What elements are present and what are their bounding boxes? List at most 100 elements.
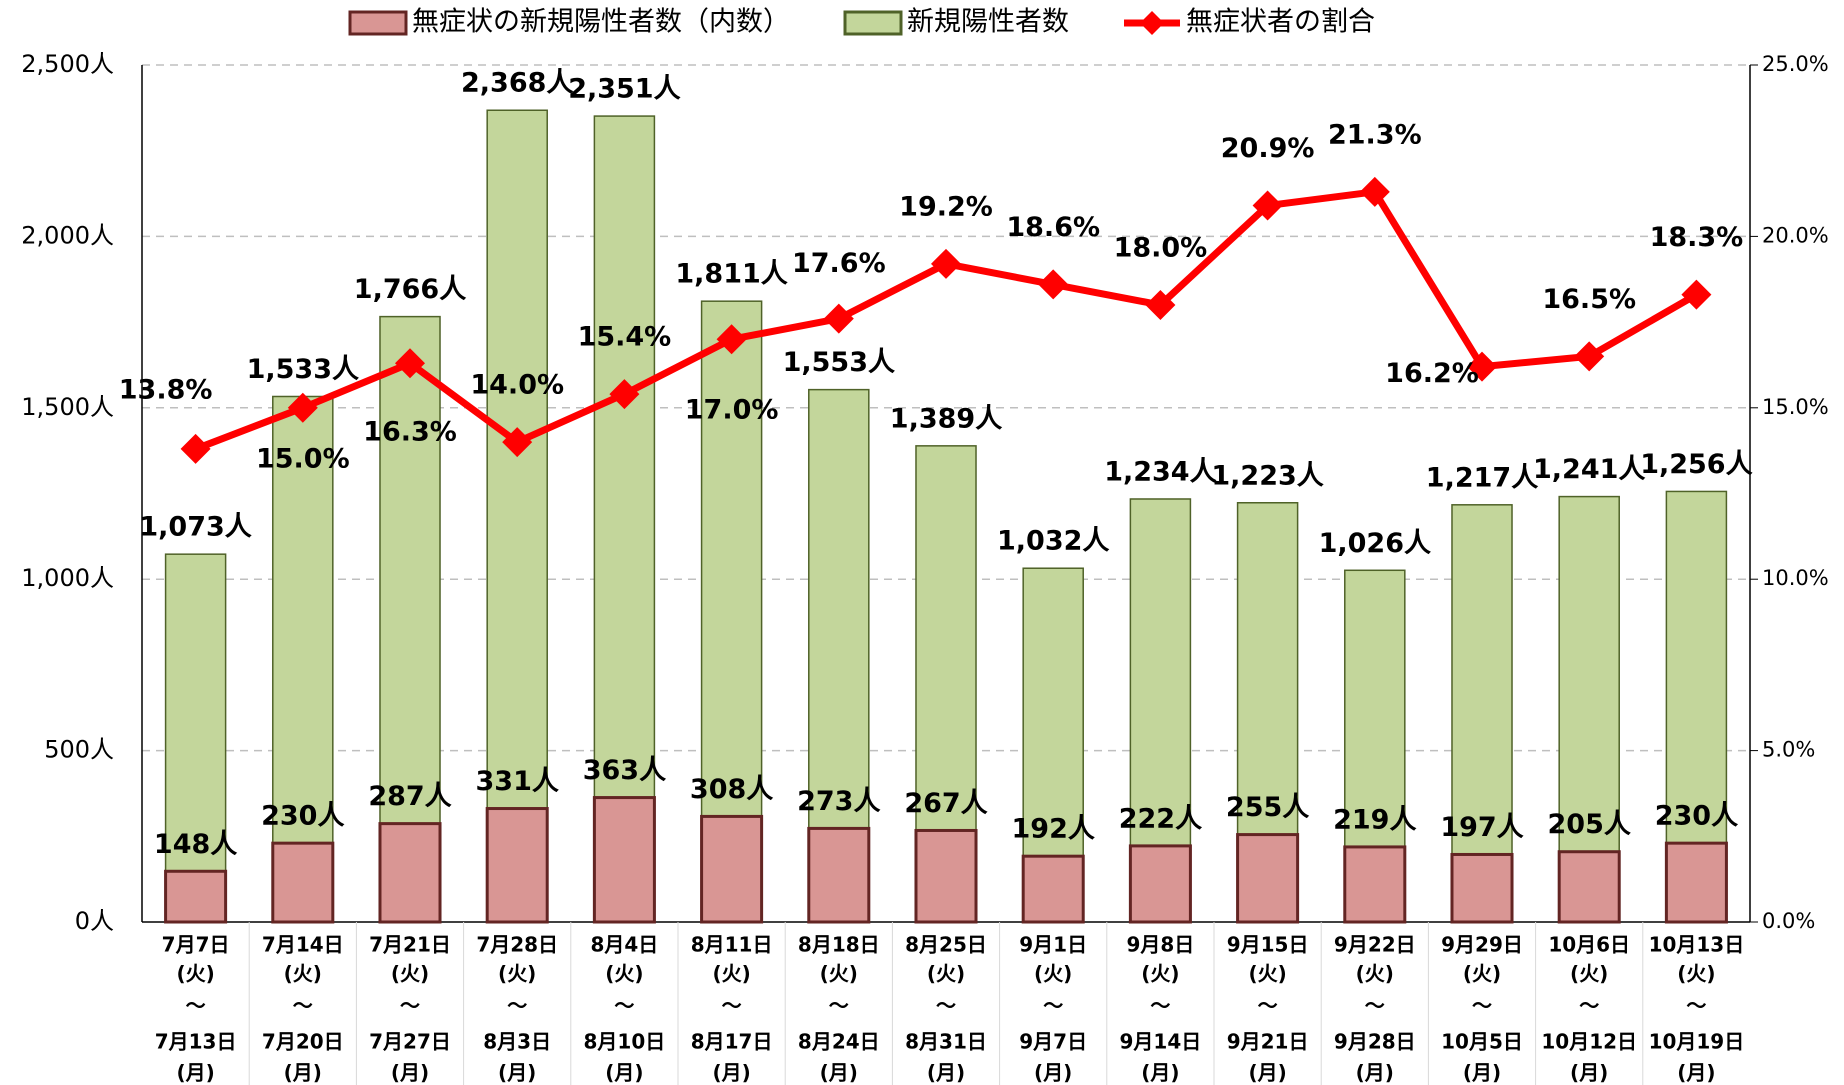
x-tick-label: 8月3日 — [483, 1030, 551, 1054]
x-tick-label: 10月6日 — [1548, 933, 1630, 957]
data-label: 197人 — [1440, 812, 1523, 843]
y-tick-label: 1,000人 — [21, 564, 114, 592]
bar — [1557, 850, 1621, 924]
data-label: 20.9% — [1221, 133, 1315, 164]
legend-swatch — [348, 10, 408, 36]
data-label: 18.0% — [1114, 232, 1208, 263]
x-tick-label: 8月17日 — [691, 1030, 773, 1054]
x-tick-label: 7月28日 — [476, 933, 558, 957]
bar — [486, 109, 548, 923]
x-tick-label: 8月4日 — [590, 933, 658, 957]
data-label: 18.6% — [1006, 212, 1100, 243]
bar — [1451, 504, 1513, 923]
x-tick-label: (月) — [1570, 1061, 1608, 1085]
x-tick-label: (月) — [820, 1061, 858, 1085]
marker — [1574, 341, 1605, 372]
data-label: 267人 — [904, 788, 987, 819]
data-label: 1,032人 — [997, 526, 1109, 557]
legend-swatch — [843, 10, 903, 36]
x-tick-label: (火) — [927, 962, 965, 986]
x-tick-label: (月) — [1677, 1061, 1715, 1085]
data-label: 287人 — [368, 781, 451, 812]
data-label: 21.3% — [1328, 119, 1422, 150]
data-label: 2,368人 — [461, 68, 573, 99]
data-label: 1,553人 — [783, 347, 895, 378]
y-tick-label: 0人 — [75, 907, 114, 935]
x-tick-label: (月) — [1248, 1061, 1286, 1085]
bar — [1343, 845, 1407, 924]
x-tick-label: (火) — [391, 962, 429, 986]
bar — [485, 807, 549, 924]
marker — [1038, 269, 1069, 300]
x-tick-label: 7月13日 — [155, 1030, 237, 1054]
bar — [1021, 854, 1085, 924]
data-label: 15.4% — [578, 322, 672, 353]
x-tick-label: (月) — [284, 1061, 322, 1085]
x-tick-label: (月) — [1034, 1061, 1072, 1085]
x-tick-label: 8月10日 — [584, 1030, 666, 1054]
x-tick-label: ～ — [1043, 994, 1063, 1018]
data-label: 16.3% — [363, 417, 457, 448]
data-label: 192人 — [1012, 814, 1095, 845]
x-tick-label: 9月7日 — [1019, 1030, 1087, 1054]
data-label: 331人 — [476, 766, 559, 797]
data-label: 16.5% — [1542, 284, 1636, 315]
x-tick-label: (火) — [1034, 962, 1072, 986]
x-tick-label: (月) — [1463, 1061, 1501, 1085]
data-label: 205人 — [1548, 809, 1631, 840]
x-tick-label: ～ — [1472, 994, 1492, 1018]
x-tick-label: ～ — [1150, 994, 1170, 1018]
x-tick-label: (火) — [605, 962, 643, 986]
data-label: 1,073人 — [139, 512, 251, 543]
marker — [931, 248, 961, 279]
marker — [823, 303, 854, 334]
y2-tick-label: 25.0% — [1762, 52, 1829, 76]
x-tick-label: 9月29日 — [1441, 933, 1523, 957]
x-tick-label: (月) — [391, 1061, 429, 1085]
bar — [700, 814, 764, 924]
data-label: 273人 — [797, 786, 880, 817]
x-tick-label: (火) — [284, 962, 322, 986]
x-tick-label: (火) — [1570, 962, 1608, 986]
x-tick-label: (月) — [605, 1061, 643, 1085]
marker — [1467, 351, 1497, 382]
bar — [593, 115, 656, 923]
x-tick-label: (月) — [712, 1061, 750, 1085]
x-tick-label: 7月14日 — [262, 933, 344, 957]
x-tick-label: ～ — [1365, 994, 1385, 1018]
x-tick-label: 9月21日 — [1227, 1030, 1309, 1054]
x-tick-label: 9月8日 — [1126, 933, 1194, 957]
x-tick-label: ～ — [1686, 994, 1706, 1018]
y2-tick-label: 15.0% — [1762, 395, 1829, 419]
bar — [271, 841, 335, 924]
data-label: 1,256人 — [1640, 449, 1752, 480]
x-tick-label: (月) — [498, 1061, 536, 1085]
x-tick-label: 10月5日 — [1441, 1030, 1523, 1054]
marker — [1359, 176, 1390, 207]
bar — [164, 869, 228, 924]
x-tick-label: 8月24日 — [798, 1030, 880, 1054]
marker — [395, 348, 425, 379]
x-tick-label: ～ — [186, 994, 206, 1018]
bar — [1664, 841, 1728, 924]
x-tick-label: 10月19日 — [1649, 1030, 1745, 1054]
x-tick-label: 9月15日 — [1227, 933, 1309, 957]
x-tick-label: (火) — [820, 962, 858, 986]
marker — [609, 379, 640, 410]
x-tick-label: (火) — [176, 962, 214, 986]
x-tick-label: 10月12日 — [1541, 1030, 1637, 1054]
bar — [1236, 833, 1300, 924]
data-label: 16.2% — [1385, 358, 1479, 389]
y-tick-label: 1,500人 — [21, 393, 114, 421]
data-label: 1,223人 — [1211, 460, 1323, 491]
data-label: 2,351人 — [568, 74, 680, 105]
x-tick-label: ～ — [936, 994, 956, 1018]
data-label: 17.0% — [685, 395, 779, 426]
data-label: 308人 — [690, 774, 773, 805]
y-tick-label: 2,000人 — [21, 221, 114, 249]
x-tick-label: (火) — [712, 962, 750, 986]
data-label: 363人 — [583, 755, 666, 786]
x-tick-label: 7月21日 — [369, 933, 451, 957]
x-tick-label: 9月1日 — [1019, 933, 1087, 957]
x-tick-label: ～ — [1579, 994, 1599, 1018]
